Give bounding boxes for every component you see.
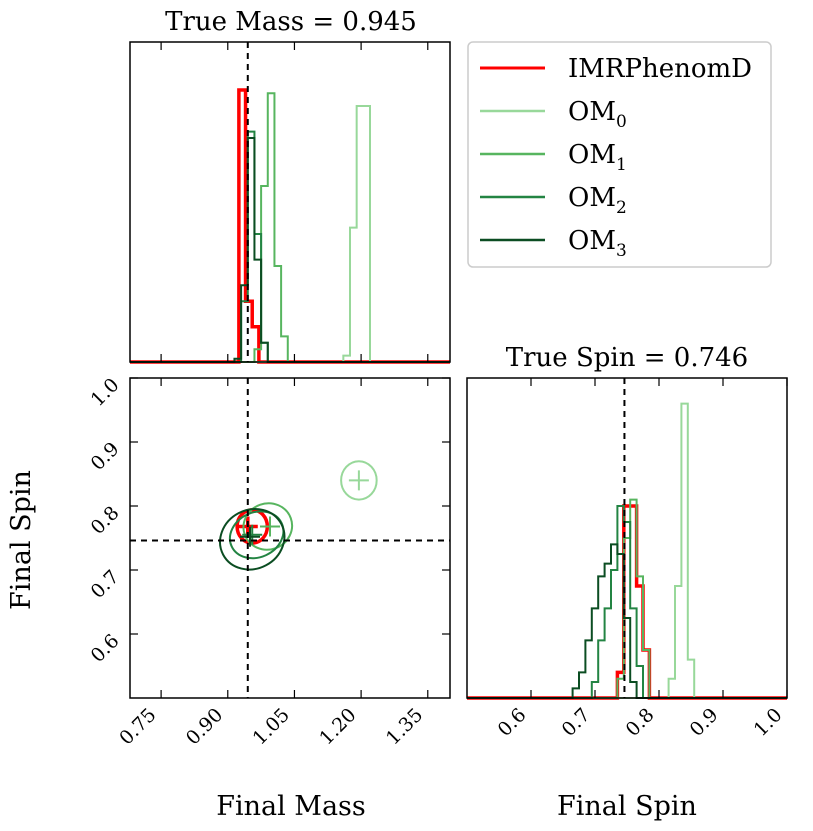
contour-4-0 [219, 508, 286, 571]
legend-frame [467, 41, 772, 268]
spin-histogram-panel: 0.6 0.7 0.8 0.9 1.0 [466, 377, 788, 741]
mass-hist-4 [130, 137, 450, 363]
mass-histogram-panel [129, 41, 451, 364]
spin-title: True Spin = 0.746 [506, 343, 748, 373]
mass-title: True Mass = 0.945 [165, 7, 417, 37]
joint-panel-frame [129, 377, 451, 699]
spin-hist-3 [467, 505, 787, 699]
mass-tick-label: 1.05 [249, 704, 294, 749]
mass-xlabel: Final Mass [216, 791, 366, 822]
spin-tick-label-x: 0.9 [686, 704, 723, 741]
mass-tick-label: 1.20 [315, 704, 360, 749]
mass-hist-1 [130, 105, 450, 363]
spin-ylabel: Final Spin [6, 470, 37, 610]
center-marker-1 [348, 470, 369, 491]
center-marker-2 [260, 516, 280, 537]
legend-label: IMRPhenomD [568, 54, 752, 84]
mass-tick-label: 0.90 [182, 704, 227, 749]
mass-hist-0 [130, 88, 450, 364]
spin-tick-label-y: 0.7 [87, 566, 124, 603]
contour-1-0 [340, 460, 378, 501]
spin-tick-label-y: 0.6 [87, 630, 124, 667]
spin-tick-label-x: 0.8 [622, 704, 659, 741]
center-marker-4 [240, 526, 260, 547]
spin-hist-2 [467, 498, 787, 699]
mass-panel-frame [129, 41, 451, 363]
spin-tick-label-x: 0.6 [494, 704, 531, 741]
spin-tick-label-y: 0.8 [87, 502, 124, 539]
mass-hist-2 [130, 92, 450, 363]
spin-hist-0 [467, 504, 787, 700]
spin-xlabel: Final Spin [557, 791, 697, 822]
spin-hist-1 [467, 402, 787, 699]
spin-hist-4 [467, 543, 787, 699]
mass-tick-label: 1.35 [382, 704, 427, 749]
spin-tick-label-y: 0.9 [87, 438, 124, 475]
mass-hist-3 [130, 130, 450, 363]
spin-tick-label-x: 0.7 [558, 704, 595, 741]
joint-contour-panel: 0.75 0.90 1.05 1.20 1.35 0.6 0.7 0.8 0.9 1.0 [87, 374, 451, 749]
spin-tick-label-y: 1.0 [87, 374, 124, 411]
mass-tick-label: 0.75 [115, 704, 160, 749]
spin-tick-label-x: 1.0 [750, 704, 787, 741]
spin-panel-frame [466, 377, 788, 699]
